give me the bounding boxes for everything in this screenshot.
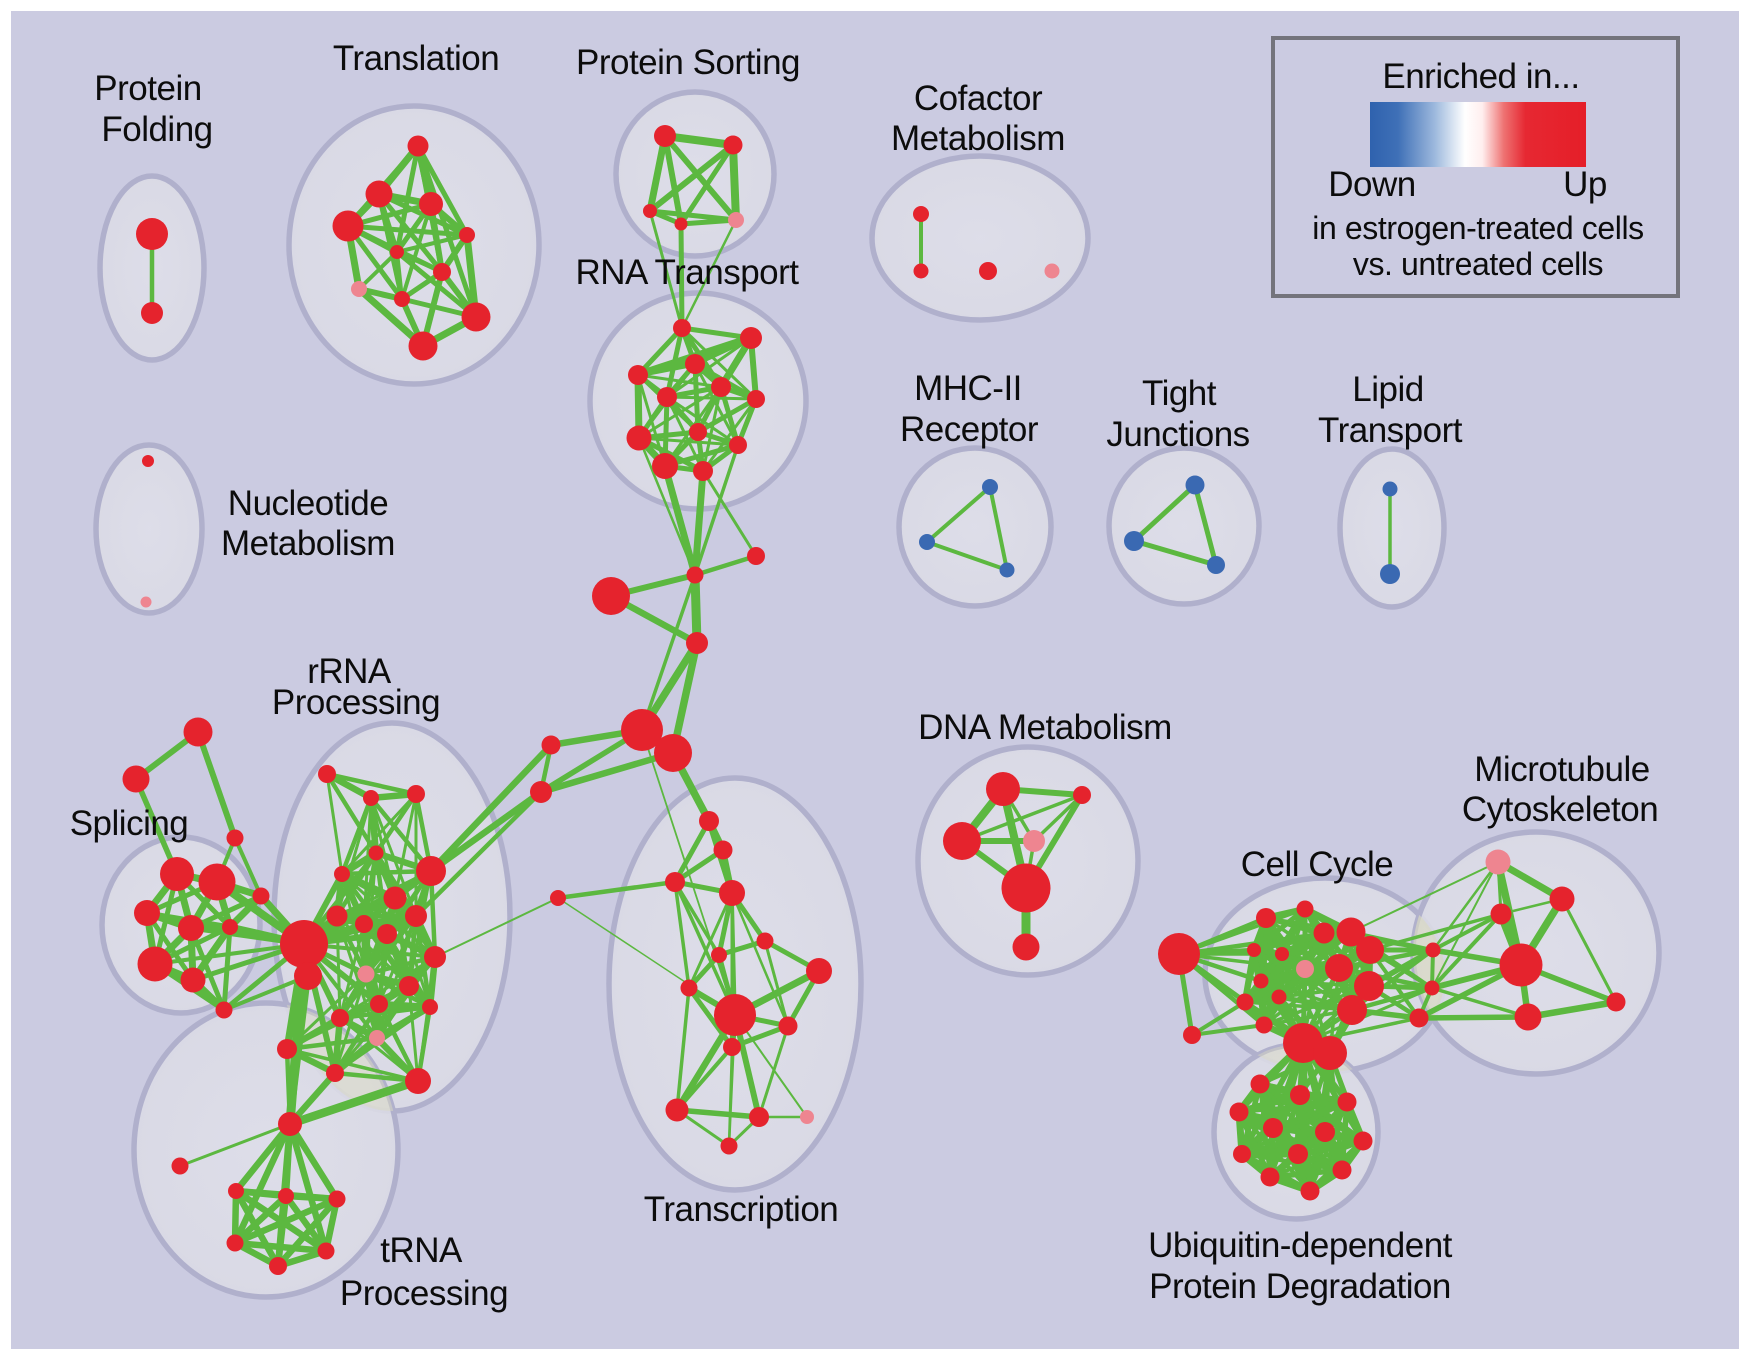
svg-text:Tight: Tight — [1142, 374, 1217, 413]
svg-text:DNA Metabolism: DNA Metabolism — [918, 708, 1172, 747]
svg-text:Enriched in...: Enriched in... — [1382, 57, 1579, 96]
svg-text:Junctions: Junctions — [1106, 415, 1249, 454]
svg-text:Receptor: Receptor — [900, 410, 1039, 449]
svg-text:Metabolism: Metabolism — [221, 524, 395, 563]
svg-text:Cofactor: Cofactor — [914, 79, 1043, 118]
svg-text:Down: Down — [1328, 165, 1415, 204]
svg-text:rRNA: rRNA — [307, 652, 392, 691]
svg-text:MHC-II: MHC-II — [914, 369, 1022, 408]
svg-text:Protein Degradation: Protein Degradation — [1149, 1267, 1451, 1306]
svg-text:Lipid: Lipid — [1352, 370, 1423, 409]
svg-text:Cytoskeleton: Cytoskeleton — [1462, 790, 1658, 829]
svg-text:Up: Up — [1563, 165, 1607, 204]
svg-text:RNA Transport: RNA Transport — [575, 253, 799, 292]
svg-text:Splicing: Splicing — [70, 804, 189, 843]
svg-text:Folding: Folding — [101, 110, 212, 149]
svg-text:Protein Sorting: Protein Sorting — [576, 43, 800, 82]
svg-text:Protein: Protein — [94, 69, 201, 108]
svg-text:Cell Cycle: Cell Cycle — [1241, 845, 1394, 884]
svg-text:Processing: Processing — [272, 683, 440, 722]
svg-text:Ubiquitin-dependent: Ubiquitin-dependent — [1148, 1226, 1453, 1265]
svg-text:Metabolism: Metabolism — [891, 119, 1065, 158]
svg-text:Transcription: Transcription — [644, 1190, 839, 1229]
svg-text:vs. untreated cells: vs. untreated cells — [1353, 246, 1603, 282]
svg-text:tRNA: tRNA — [380, 1231, 463, 1270]
svg-text:Microtubule: Microtubule — [1474, 750, 1649, 789]
svg-text:Nucleotide: Nucleotide — [228, 484, 388, 523]
svg-text:in estrogen-treated cells: in estrogen-treated cells — [1312, 210, 1644, 246]
svg-text:Transport: Transport — [1318, 411, 1463, 450]
svg-text:Processing: Processing — [340, 1274, 508, 1313]
svg-text:Translation: Translation — [333, 39, 499, 78]
